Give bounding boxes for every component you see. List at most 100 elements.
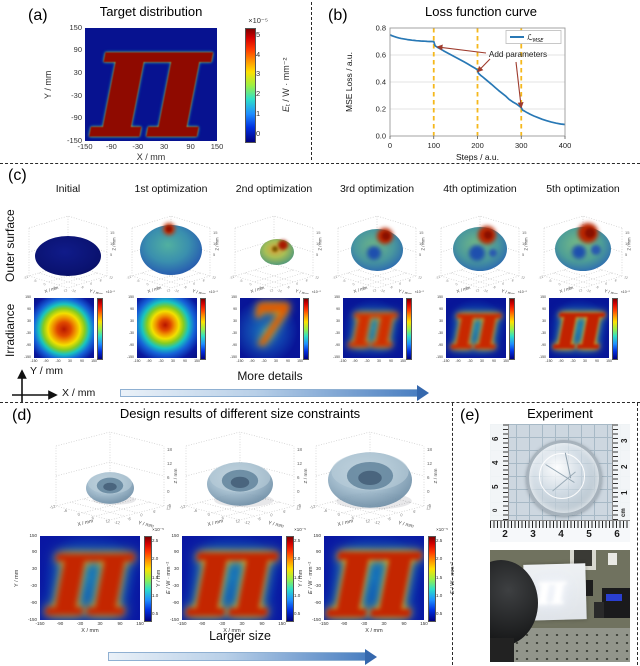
- lens-core: [358, 470, 382, 486]
- x-tick: 30: [239, 621, 245, 626]
- panel-a-tag: (a): [28, 7, 48, 24]
- y-axis-label: Y / mm: [192, 288, 207, 294]
- z-tick: 6: [167, 475, 170, 480]
- xy-tick: 12: [63, 288, 68, 293]
- z-tick: 18: [427, 447, 433, 452]
- colorbar: [428, 536, 436, 622]
- colorbar-tick: 2: [256, 89, 261, 99]
- y-axis-label: MSE Loss / a.u.: [344, 52, 354, 112]
- more-details-label: More details: [237, 369, 303, 383]
- lens-core: [230, 476, 250, 488]
- x-tick: 30: [68, 359, 72, 363]
- colorbar-tick: 1.5: [436, 574, 443, 580]
- xy-tick: 6: [283, 509, 287, 515]
- colorbar-tick: 1: [256, 109, 261, 119]
- pi-glyph: π: [91, 28, 211, 141]
- x-tick: -90: [558, 359, 564, 363]
- wall-switch: [608, 553, 617, 565]
- xy-tick: 6: [408, 278, 411, 282]
- y-tick: -150: [435, 355, 443, 360]
- ruler-ticks: [503, 424, 508, 520]
- y-axis-label: Y / mm: [501, 288, 516, 294]
- x-tick: 90: [117, 621, 123, 626]
- x-tick: -30: [360, 621, 368, 626]
- z-tick: -6: [297, 503, 301, 508]
- z-axis-label: Z / mm: [318, 237, 323, 251]
- y-tick: -30: [30, 582, 37, 588]
- post-holder: [594, 602, 604, 618]
- xy-tick: -6: [193, 508, 198, 514]
- y-tick: 150: [69, 22, 82, 32]
- y-axis-label: Y / mm: [138, 520, 155, 530]
- y-axis-label: Y / mm: [89, 288, 104, 294]
- y-tick: 150: [437, 295, 443, 300]
- colorbar-label-part: / W · mm⁻²: [450, 561, 456, 591]
- xy-tick: 12: [624, 275, 629, 280]
- colorbar-tick: 1.5: [152, 574, 159, 580]
- xy-tick: 0: [146, 282, 149, 286]
- heatmap: π: [549, 298, 609, 358]
- x-tick: 150: [91, 359, 97, 363]
- z-tick: 15: [419, 230, 424, 235]
- surface-feature: [489, 249, 497, 257]
- surface-feature: [572, 245, 586, 259]
- ruler-number: 4: [491, 460, 500, 465]
- colorbar: [303, 298, 309, 360]
- y-tick: 150: [171, 532, 179, 538]
- y-tick: 150: [231, 295, 237, 300]
- y-axis-label: Y / mm: [295, 288, 310, 294]
- colorbar: [200, 298, 206, 360]
- z-axis-label: Z / mm: [112, 237, 117, 251]
- divider-d-e: [452, 403, 453, 665]
- ruler-bottom: 2 3 4 5 6: [490, 528, 630, 542]
- xy-tick: -12: [114, 519, 122, 525]
- xy-tick: 0: [270, 512, 274, 518]
- y-tick: 90: [27, 307, 31, 312]
- y-tick: 90: [315, 549, 321, 555]
- y-axis-label: Y / mm: [398, 288, 413, 294]
- xy-tick: -6: [323, 508, 328, 514]
- x-tick: 90: [80, 359, 84, 363]
- xy-tick: -6: [595, 285, 599, 290]
- x-tick: -150: [77, 142, 93, 151]
- x-tick: -150: [442, 359, 450, 363]
- ruler-number: 6: [491, 436, 500, 441]
- y-tick: -150: [66, 135, 82, 145]
- panel-e-title: Experiment: [527, 406, 593, 421]
- x-axis-label: X / mm: [44, 285, 59, 294]
- xy-tick: -12: [538, 275, 544, 280]
- x-tick: 90: [259, 621, 265, 626]
- c-column-header-5: 5th optimization: [546, 183, 620, 195]
- camera-mount: [490, 638, 514, 662]
- x-tick: -90: [56, 621, 64, 626]
- xy-tick: -6: [33, 278, 37, 283]
- colorbar-exponent: ×10⁻⁵: [436, 526, 448, 532]
- pi-glyph: π: [451, 298, 501, 358]
- x-axis-label: X / mm: [456, 285, 471, 294]
- axes-icon-x-label: X / mm: [62, 387, 96, 399]
- xy-tick: 0: [605, 282, 608, 286]
- xy-tick: 12: [166, 288, 171, 293]
- z-tick: 12: [297, 461, 303, 466]
- xy-tick: 12: [235, 518, 241, 524]
- y-tick: -30: [334, 331, 340, 336]
- colorbar-exponent: ×10⁻⁵: [208, 289, 218, 294]
- y-tick: 0.8: [376, 24, 386, 33]
- xy-tick: 12: [426, 505, 432, 511]
- panel-b-tag: (b): [328, 7, 348, 24]
- x-tick: 150: [400, 359, 406, 363]
- xy-tick: 12: [269, 288, 274, 293]
- x-tick: 150: [503, 359, 509, 363]
- z-tick: -6: [167, 503, 171, 508]
- xy-tick: 6: [362, 285, 365, 289]
- x-tick: -30: [218, 621, 226, 626]
- x-tick: 100: [427, 141, 440, 150]
- ruler-unit: cm: [621, 508, 627, 517]
- z-tick: 15: [213, 230, 218, 235]
- y-tick: 150: [25, 295, 31, 300]
- xy-tick: 6: [465, 285, 468, 289]
- divider-top: [0, 163, 640, 164]
- lens-core: [103, 482, 117, 491]
- xy-tick: 12: [365, 518, 371, 524]
